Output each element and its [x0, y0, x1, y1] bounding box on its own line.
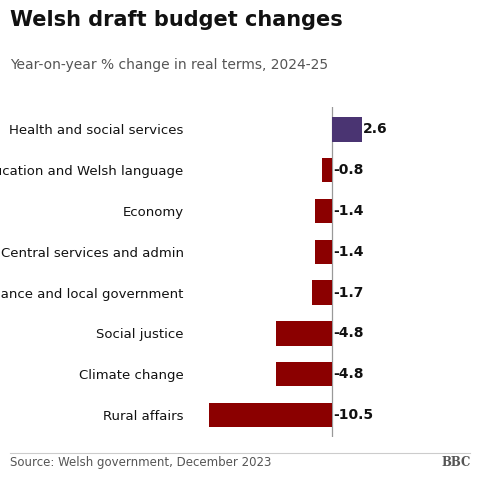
Text: Source: Welsh government, December 2023: Source: Welsh government, December 2023	[10, 456, 271, 469]
Text: BBC: BBC	[441, 456, 470, 469]
Text: Welsh draft budget changes: Welsh draft budget changes	[10, 10, 342, 30]
Bar	[315, 199, 332, 223]
Bar	[332, 117, 362, 141]
Text: -10.5: -10.5	[333, 408, 373, 422]
Text: 2.6: 2.6	[363, 122, 388, 137]
Bar	[276, 321, 332, 346]
Bar	[209, 403, 332, 427]
Bar	[312, 280, 332, 305]
Text: -1.7: -1.7	[333, 286, 363, 299]
Bar	[315, 240, 332, 264]
Text: -0.8: -0.8	[333, 163, 363, 177]
Bar	[323, 158, 332, 182]
Text: -4.8: -4.8	[333, 367, 363, 381]
Text: Year-on-year % change in real terms, 2024-25: Year-on-year % change in real terms, 202…	[10, 58, 328, 72]
Text: -1.4: -1.4	[333, 245, 363, 259]
Text: -4.8: -4.8	[333, 327, 363, 340]
Text: -1.4: -1.4	[333, 204, 363, 218]
Bar	[276, 362, 332, 386]
